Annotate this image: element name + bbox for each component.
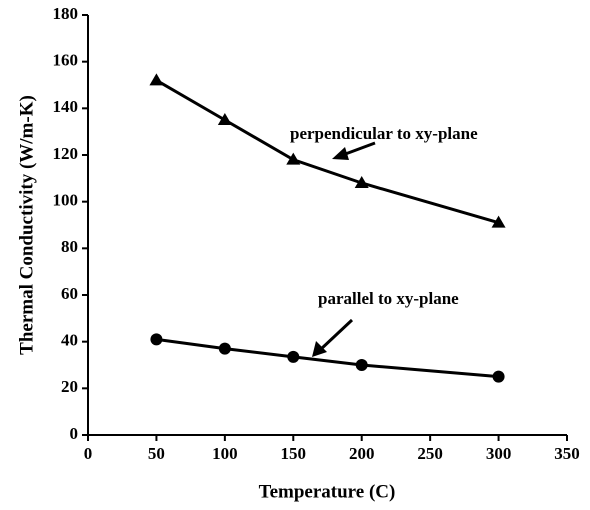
y-tick-label: 140 [53, 97, 79, 116]
marker [492, 370, 505, 383]
y-tick-label: 40 [61, 331, 78, 350]
annotation-arrow [332, 141, 376, 160]
marker [217, 113, 232, 125]
y-tick-label: 0 [70, 424, 79, 443]
y-tick-label: 20 [61, 377, 78, 396]
marker [354, 176, 369, 188]
x-tick-label: 250 [417, 444, 443, 463]
annotation: parallel to xy-plane [318, 289, 459, 308]
y-tick-label: 60 [61, 284, 78, 303]
marker [150, 333, 163, 346]
y-tick-label: 80 [61, 237, 78, 256]
x-tick-label: 150 [281, 444, 307, 463]
x-axis-title: Temperature (C) [259, 481, 396, 502]
x-tick-label: 50 [148, 444, 165, 463]
x-tick-label: 350 [554, 444, 580, 463]
x-tick-label: 100 [212, 444, 238, 463]
x-tick-label: 0 [84, 444, 93, 463]
marker [287, 350, 300, 363]
y-tick-label: 160 [53, 51, 79, 70]
marker [491, 215, 506, 228]
annotation: perpendicular to xy-plane [290, 124, 478, 143]
x-tick-label: 200 [349, 444, 375, 463]
y-axis-title: Thermal Conductivity (W/m-K) [16, 95, 37, 355]
y-tick-label: 120 [53, 144, 79, 163]
marker [218, 342, 231, 355]
marker [149, 73, 164, 86]
x-tick-label: 300 [486, 444, 512, 463]
annotation-arrow [312, 318, 354, 357]
y-tick-label: 180 [53, 4, 79, 23]
marker [355, 359, 368, 371]
y-tick-label: 100 [53, 191, 79, 210]
series-line [155, 79, 499, 225]
marker [286, 152, 301, 165]
